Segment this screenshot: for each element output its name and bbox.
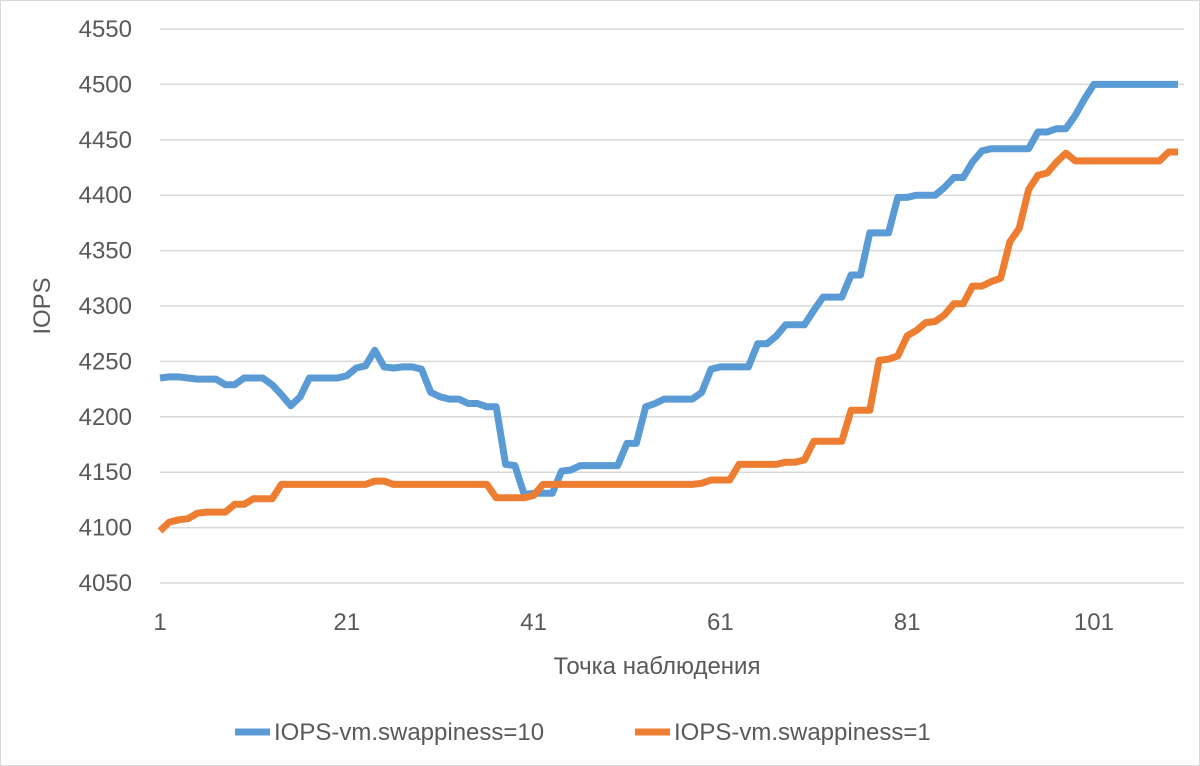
x-tick-label: 21 [333, 609, 360, 636]
gridlines [160, 28, 1184, 584]
legend: IOPS-vm.swappiness=10 IOPS-vm.swappiness… [235, 719, 931, 746]
y-axis-ticks: 4050 4100 4150 4200 4250 4300 4350 4400 4450 4500… [79, 16, 132, 597]
series-line-1 [159, 80, 1178, 498]
y-tick-label: 4550 [79, 16, 132, 43]
legend-label-series-1: IOPS-vm.swappiness=10 [274, 719, 544, 746]
legend-label-series-2: IOPS-vm.swappiness=1 [674, 719, 931, 746]
y-tick-label: 4100 [79, 515, 132, 542]
x-axis-ticks: 1 21 41 61 81 101 [153, 609, 1114, 636]
y-tick-label: 4200 [79, 404, 132, 431]
y-tick-label: 4250 [79, 348, 132, 375]
x-tick-label: 1 [153, 609, 166, 636]
y-tick-label: 4450 [79, 127, 132, 154]
x-tick-label: 81 [894, 609, 921, 636]
y-tick-label: 4150 [79, 459, 132, 486]
y-tick-label: 4050 [79, 570, 132, 597]
y-tick-label: 4350 [79, 238, 132, 265]
x-tick-label: 101 [1074, 609, 1114, 636]
y-tick-label: 4300 [79, 293, 132, 320]
y-axis-label: IOPS [29, 277, 56, 334]
x-tick-label: 61 [707, 609, 734, 636]
y-tick-label: 4400 [79, 182, 132, 209]
y-tick-label: 4500 [79, 71, 132, 98]
series-lines [157, 80, 1178, 534]
series-line-2 [157, 148, 1178, 534]
x-tick-label: 41 [520, 609, 547, 636]
x-axis-label: Точка наблюдения [554, 653, 761, 680]
